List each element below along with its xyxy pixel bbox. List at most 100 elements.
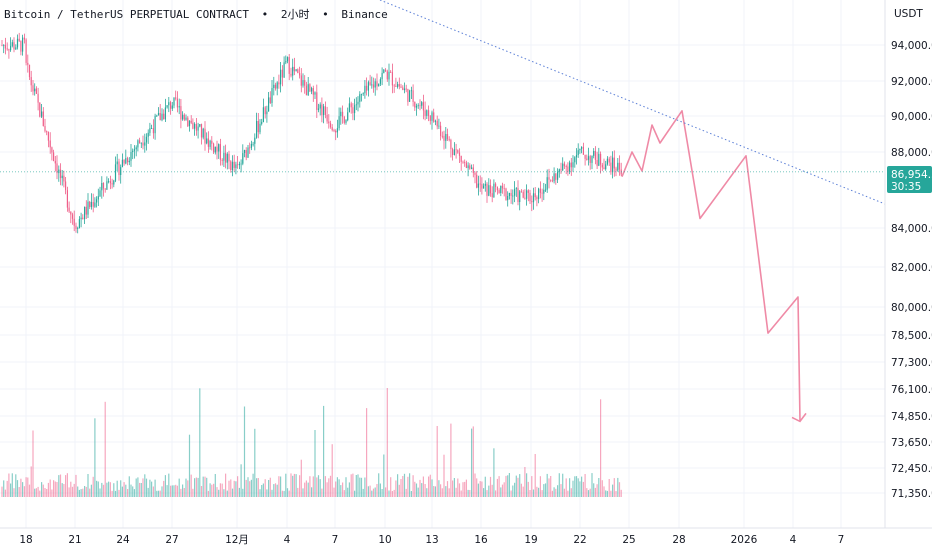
- volume-bar: [364, 477, 366, 497]
- candle-body: [209, 140, 211, 147]
- price-tick-label: 84,000.0: [891, 223, 932, 235]
- candle-body: [151, 128, 153, 129]
- candle-body: [567, 166, 569, 172]
- candle-body: [524, 197, 526, 199]
- descending-trendline[interactable]: [379, 0, 886, 205]
- volume-bar: [35, 488, 37, 497]
- trendline[interactable]: [379, 0, 886, 205]
- candle-body: [311, 88, 313, 92]
- volume-bar: [601, 480, 603, 497]
- volume-bar: [428, 476, 430, 497]
- candle-body: [240, 163, 242, 165]
- separator-dot: •: [322, 8, 329, 21]
- candle-body: [170, 102, 172, 109]
- candle-body: [312, 88, 314, 95]
- candle-body: [350, 103, 352, 108]
- volume-bar: [471, 428, 473, 497]
- candle-body: [522, 191, 524, 198]
- volume-bar: [613, 478, 615, 497]
- candle-body: [388, 71, 390, 80]
- candle-body: [300, 75, 302, 86]
- volume-bar: [574, 476, 576, 497]
- volume-bar: [302, 488, 304, 497]
- volume-bar: [567, 490, 569, 497]
- volume-bar: [77, 486, 79, 497]
- candle-body: [22, 37, 24, 52]
- candle-body: [562, 163, 564, 171]
- volume-bar: [15, 474, 17, 497]
- volume-bar: [348, 482, 350, 497]
- candle-body: [443, 135, 445, 141]
- candle-body: [464, 161, 466, 163]
- volume-bar: [508, 473, 510, 497]
- candle-body: [326, 114, 328, 122]
- candle-body: [477, 183, 479, 188]
- candle-body: [219, 144, 221, 160]
- volume-bar: [606, 490, 608, 497]
- candle-body: [532, 193, 535, 203]
- volume-bar: [8, 473, 10, 497]
- volume-bar: [562, 473, 564, 497]
- time-axis[interactable]: 18 21 24 27 12月 4 7 10 13 16 19 22 25 28 2026 4 7: [19, 534, 844, 546]
- volume-bar: [581, 476, 583, 497]
- price-axis[interactable]: 94,000.0 92,000.0 90,000.0 88,000.0 84,000.0…: [891, 40, 932, 500]
- candle-body: [488, 185, 490, 196]
- candle-body: [469, 165, 471, 169]
- volume-bar: [474, 473, 476, 497]
- candle-body: [569, 162, 571, 172]
- candle-body: [175, 97, 177, 99]
- volume-bar: [455, 487, 457, 497]
- volume-bar: [469, 490, 471, 497]
- volume-bar: [543, 484, 545, 497]
- candle-body: [113, 180, 115, 185]
- candle-body: [10, 45, 12, 51]
- candle-body: [593, 151, 595, 156]
- volume-bar: [323, 405, 325, 497]
- candle-body: [163, 113, 165, 120]
- volume-bar: [170, 485, 172, 497]
- volume-bar: [572, 480, 574, 497]
- volume-bar: [16, 480, 19, 497]
- candle-body: [286, 57, 289, 62]
- candle-body: [25, 39, 27, 63]
- candle-body: [292, 66, 294, 76]
- currency-label[interactable]: USDT: [894, 8, 923, 20]
- candle-body: [417, 105, 419, 107]
- volume-bar: [180, 488, 182, 497]
- candle-body: [598, 153, 600, 166]
- candle-body: [500, 185, 502, 193]
- volume-bar: [3, 480, 5, 497]
- volume-bar: [187, 480, 189, 497]
- volume-bar: [374, 487, 376, 497]
- candle-body: [273, 84, 275, 88]
- volume-bar: [168, 473, 170, 497]
- volume-bar: [309, 476, 311, 497]
- candle-body: [600, 153, 602, 165]
- candle-body: [11, 42, 13, 46]
- volume-bar: [46, 489, 48, 497]
- price-tick-label: 94,000.0: [891, 40, 932, 52]
- candle-body: [15, 47, 17, 50]
- candle-body: [378, 83, 380, 87]
- volume-bar: [381, 489, 383, 497]
- volume-bar: [591, 473, 593, 497]
- price-tick-label: 76,100.0: [891, 384, 932, 396]
- volume-bar: [493, 448, 495, 497]
- candle-body: [125, 158, 127, 164]
- candle-body: [218, 144, 220, 152]
- volume-bar: [589, 488, 591, 497]
- volume-bar: [283, 490, 285, 497]
- volume-bar: [264, 479, 266, 497]
- candle-body: [460, 155, 462, 162]
- volume-bar: [612, 484, 614, 497]
- candle-body: [154, 115, 156, 134]
- candle-body: [102, 183, 105, 189]
- volume-bar: [479, 481, 481, 497]
- volume-bar: [204, 476, 206, 497]
- volume-bar: [452, 480, 454, 497]
- volume-bar: [238, 487, 240, 497]
- volume-bar: [534, 454, 536, 497]
- volume-bar: [584, 474, 586, 497]
- candle-body: [397, 84, 399, 87]
